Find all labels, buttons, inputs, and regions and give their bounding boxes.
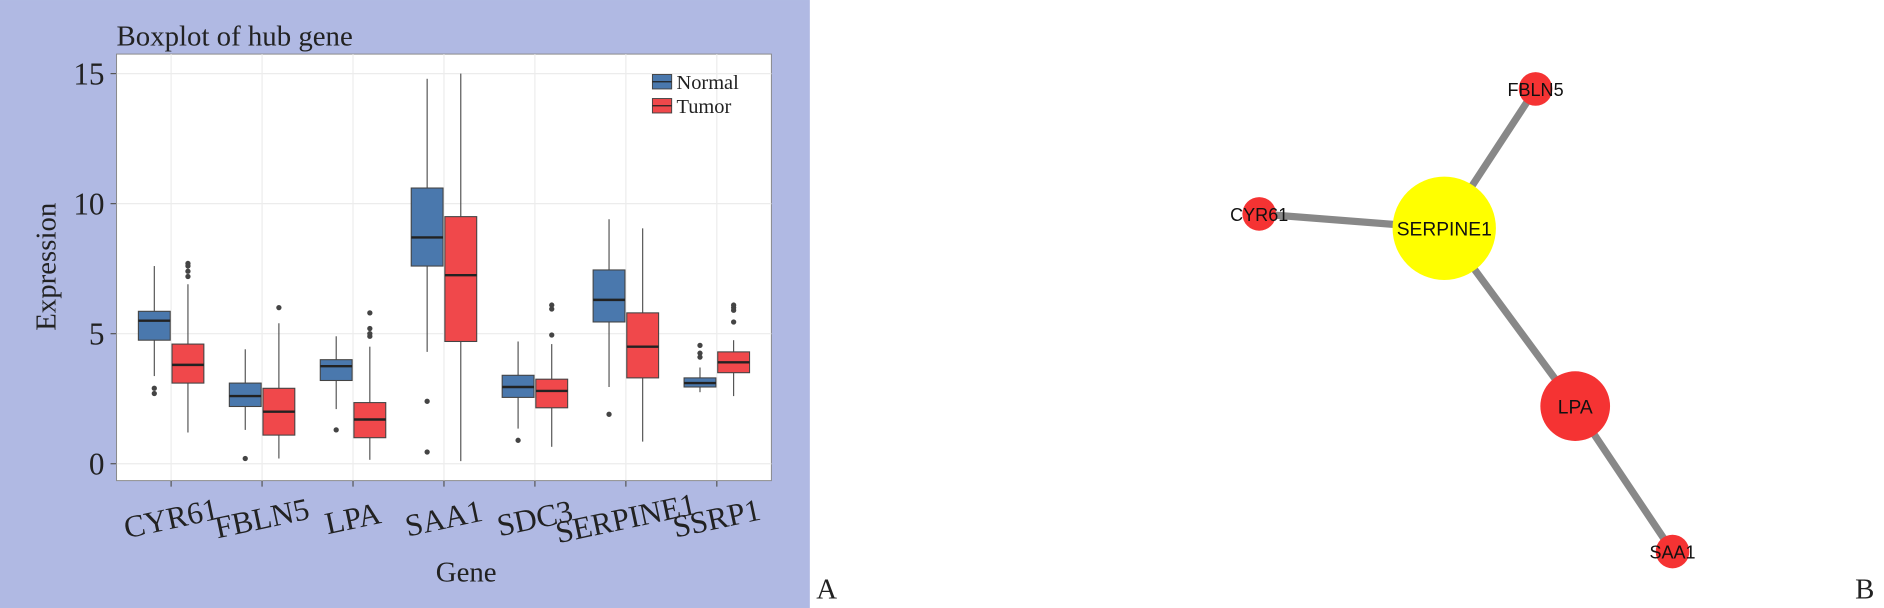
y-tick-label: 10 (73, 186, 104, 221)
outlier (606, 411, 612, 417)
panel-label: A (816, 573, 837, 605)
node-label: CYR61 (1230, 205, 1288, 225)
outlier (730, 319, 737, 325)
node-label: SERPINE1 (1397, 220, 1492, 241)
outlier (367, 333, 373, 339)
node-label: LPA (1558, 397, 1593, 418)
y-tick-label: 0 (89, 447, 105, 482)
node (1242, 197, 1277, 231)
box (535, 378, 569, 409)
chart-title: Boxplot of hub gene (117, 21, 353, 53)
outlier (424, 398, 430, 404)
outlier (151, 385, 157, 391)
outlier (367, 310, 373, 316)
outlier (185, 273, 191, 280)
outlier (515, 437, 521, 443)
node (1518, 72, 1553, 106)
panel-label: B (1855, 573, 1874, 605)
outlier (549, 306, 555, 312)
node-label: SAA1 (1649, 543, 1695, 563)
box (444, 216, 478, 343)
outlier (549, 332, 555, 338)
box (137, 310, 171, 341)
outlier (185, 263, 191, 269)
legend-label: Tumor (676, 96, 731, 118)
outlier (151, 390, 157, 397)
x-axis-label: Gene (436, 557, 497, 589)
node (1392, 176, 1496, 280)
box (319, 359, 353, 382)
network: SERPINE1 FBLN5 CYR61 LPA SAA1 (1230, 72, 1696, 569)
outlier (697, 354, 703, 360)
outlier (697, 350, 703, 356)
node (1540, 371, 1611, 441)
outlier (333, 427, 339, 433)
outlier (730, 307, 737, 313)
box (228, 382, 262, 408)
legend-label: Normal (676, 72, 739, 94)
box (410, 187, 444, 267)
outlier (697, 342, 703, 349)
box (626, 312, 660, 379)
outlier (424, 449, 430, 455)
outlier (276, 305, 282, 311)
node (1655, 534, 1690, 569)
y-tick-label: 15 (73, 56, 104, 91)
y-axis-label: Expression (30, 203, 62, 331)
outlier (242, 455, 248, 462)
outlier (549, 302, 555, 308)
box (171, 343, 205, 384)
y-tick-label: 5 (89, 316, 105, 351)
node-label: FBLN5 (1508, 80, 1564, 100)
box (592, 269, 626, 323)
outlier (185, 268, 191, 274)
outlier (367, 325, 373, 332)
